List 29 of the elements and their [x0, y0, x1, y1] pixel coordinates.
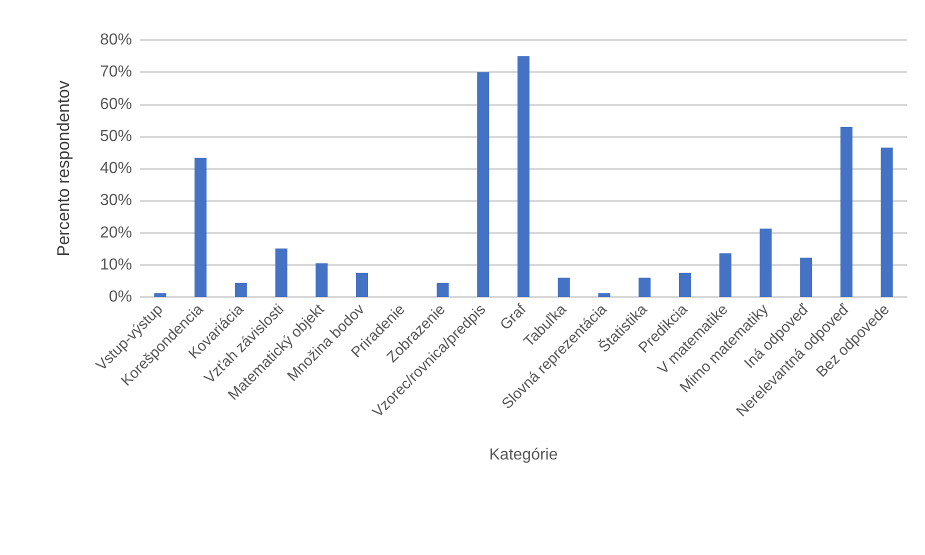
bar — [194, 158, 207, 297]
bar — [638, 278, 651, 297]
bar — [558, 278, 570, 297]
bar — [598, 293, 610, 297]
y-tick-label: 60% — [100, 96, 132, 113]
bar — [275, 248, 288, 297]
bar — [436, 282, 449, 297]
y-tick-label: 20% — [100, 224, 132, 242]
bar — [678, 272, 691, 297]
bar — [719, 253, 732, 297]
y-tick-label: 80% — [100, 32, 132, 48]
y-tick-label: 70% — [100, 64, 132, 81]
y-tick-label: 10% — [100, 256, 132, 274]
y-tick-label: 40% — [100, 160, 132, 177]
bar — [234, 282, 247, 297]
bar — [880, 148, 893, 297]
bar — [800, 258, 812, 297]
bar — [840, 127, 852, 297]
bar — [760, 228, 772, 297]
bar — [356, 272, 368, 297]
y-axis-title: Percento respondentov — [54, 80, 73, 256]
y-tick-label: 50% — [100, 128, 132, 145]
x-axis-title: Kategórie — [489, 446, 558, 464]
bar — [518, 56, 530, 297]
y-tick-label: 0% — [108, 288, 132, 306]
bar — [477, 72, 490, 297]
y-tick-label: 30% — [100, 192, 132, 210]
bar — [154, 293, 166, 297]
bar — [316, 263, 328, 297]
